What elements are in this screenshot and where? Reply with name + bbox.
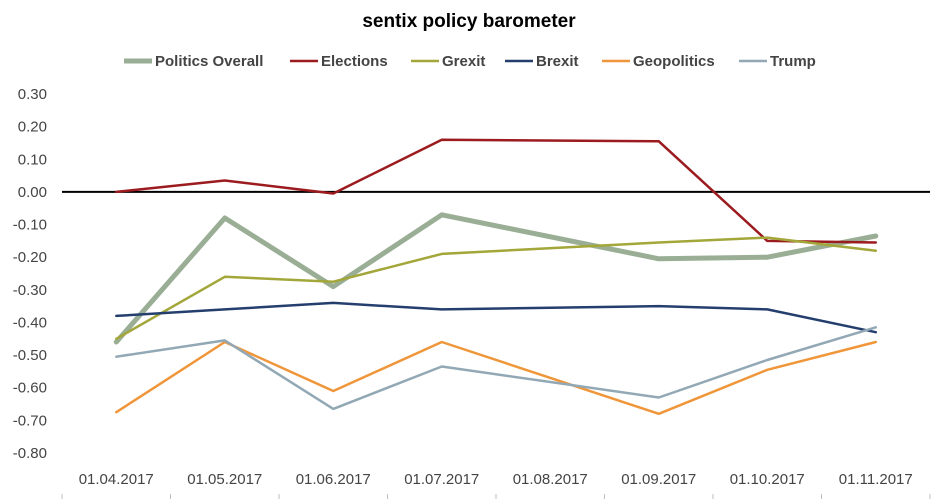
- series-line-trump: [115, 326, 878, 411]
- y-tick-label: 0.10: [18, 151, 47, 168]
- x-tick-label: 01.11.2017: [839, 471, 913, 488]
- y-tick-label: -0.70: [13, 412, 47, 429]
- legend: Politics Overall Elections Grexit Brexit Geo…: [124, 53, 816, 70]
- series-lines: [113, 138, 879, 416]
- legend-label: Brexit: [536, 53, 579, 70]
- series-line-brexit: [115, 301, 878, 334]
- x-tick-label: 01.07.2017: [404, 471, 479, 488]
- legend-label: Politics Overall: [155, 53, 263, 70]
- y-tick-label: -0.50: [13, 347, 47, 364]
- x-tick-label: 01.10.2017: [730, 471, 805, 488]
- x-axis-ticks: 01.04.2017 01.05.2017 01.06.2017 01.07.2017…: [61, 471, 931, 499]
- y-tick-label: 0.30: [18, 86, 47, 103]
- x-tick-label: 01.06.2017: [296, 471, 371, 488]
- legend-label: Elections: [321, 53, 388, 70]
- series-line-geopolitics: [115, 340, 878, 416]
- y-tick-label: -0.10: [13, 217, 47, 234]
- legend-label: Geopolitics: [633, 53, 715, 70]
- y-tick-label: -0.40: [13, 314, 47, 331]
- y-tick-label: -0.80: [13, 445, 47, 462]
- series-line-elections: [115, 138, 878, 244]
- legend-label: Grexit: [442, 53, 485, 70]
- x-tick-label: 01.04.2017: [79, 471, 154, 488]
- series-line-politics-overall: [113, 212, 879, 345]
- legend-label: Trump: [770, 53, 816, 70]
- chart-title: sentix policy barometer: [362, 11, 576, 32]
- y-tick-label: -0.30: [13, 282, 47, 299]
- y-axis-ticks: 0.30 0.20 0.10 0.00 -0.10 -0.20 -0.30 -0.40 -0.5…: [13, 86, 47, 462]
- y-tick-label: 0.00: [18, 184, 47, 201]
- x-tick-label: 01.09.2017: [621, 471, 696, 488]
- x-tick-label: 01.08.2017: [513, 471, 588, 488]
- y-tick-label: 0.20: [18, 119, 47, 136]
- series-line-grexit: [115, 236, 878, 341]
- x-tick-label: 01.05.2017: [187, 471, 262, 488]
- y-tick-label: -0.60: [13, 380, 47, 397]
- y-tick-label: -0.20: [13, 249, 47, 266]
